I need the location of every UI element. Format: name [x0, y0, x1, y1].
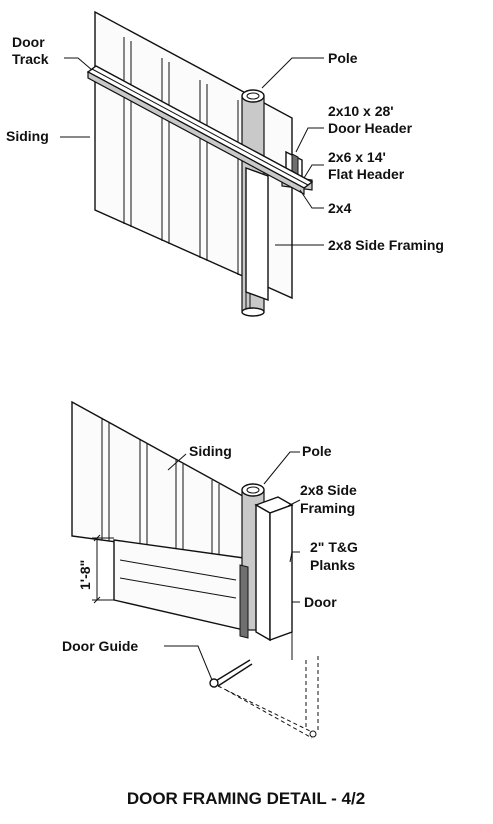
label-flat-header-1: 2x6 x 14': [328, 149, 386, 165]
label-door-header-2: Door Header: [328, 120, 413, 136]
label-side-framing-top: 2x8 Side Framing: [328, 237, 444, 253]
bottom-door-guide: [209, 659, 253, 688]
bottom-detail: 1'-8" Siding Pole 2x8 Side Framing 2" T&…: [62, 400, 358, 739]
top-leaders: [60, 57, 324, 246]
label-pole-top: Pole: [328, 50, 358, 66]
label-door-track-2: Track: [12, 51, 49, 67]
top-door-track: [86, 65, 314, 196]
label-2x4: 2x4: [328, 200, 352, 216]
bottom-siding-ribs: [101, 419, 220, 556]
top-side-framing: [245, 167, 269, 301]
label-dimension: 1'-8": [77, 560, 93, 590]
label-door-header-1: 2x10 x 28': [328, 103, 394, 119]
bottom-planks: [239, 564, 249, 639]
label-planks-2: Planks: [310, 557, 355, 573]
label-side-framing-bottom-1: 2x8 Side: [300, 482, 357, 498]
bottom-door-dashed: [217, 656, 319, 739]
bottom-side-framing: [254, 496, 294, 642]
figure-caption: DOOR FRAMING DETAIL - 4/2: [127, 789, 365, 808]
label-side-framing-bottom-2: Framing: [300, 500, 355, 516]
label-door-track-1: Door: [12, 34, 45, 50]
label-door: Door: [304, 594, 337, 610]
label-siding-top: Siding: [6, 128, 49, 144]
label-pole-bottom: Pole: [302, 443, 332, 459]
dimension-1-8: [92, 534, 114, 604]
bottom-leaders: [164, 451, 301, 681]
label-siding-bottom: Siding: [189, 443, 232, 459]
label-flat-header-2: Flat Header: [328, 166, 405, 182]
label-door-guide: Door Guide: [62, 638, 138, 654]
label-planks-1: 2" T&G: [310, 539, 358, 555]
top-detail: Door Track Siding Pole 2x10 x 28' Door H…: [6, 10, 444, 317]
